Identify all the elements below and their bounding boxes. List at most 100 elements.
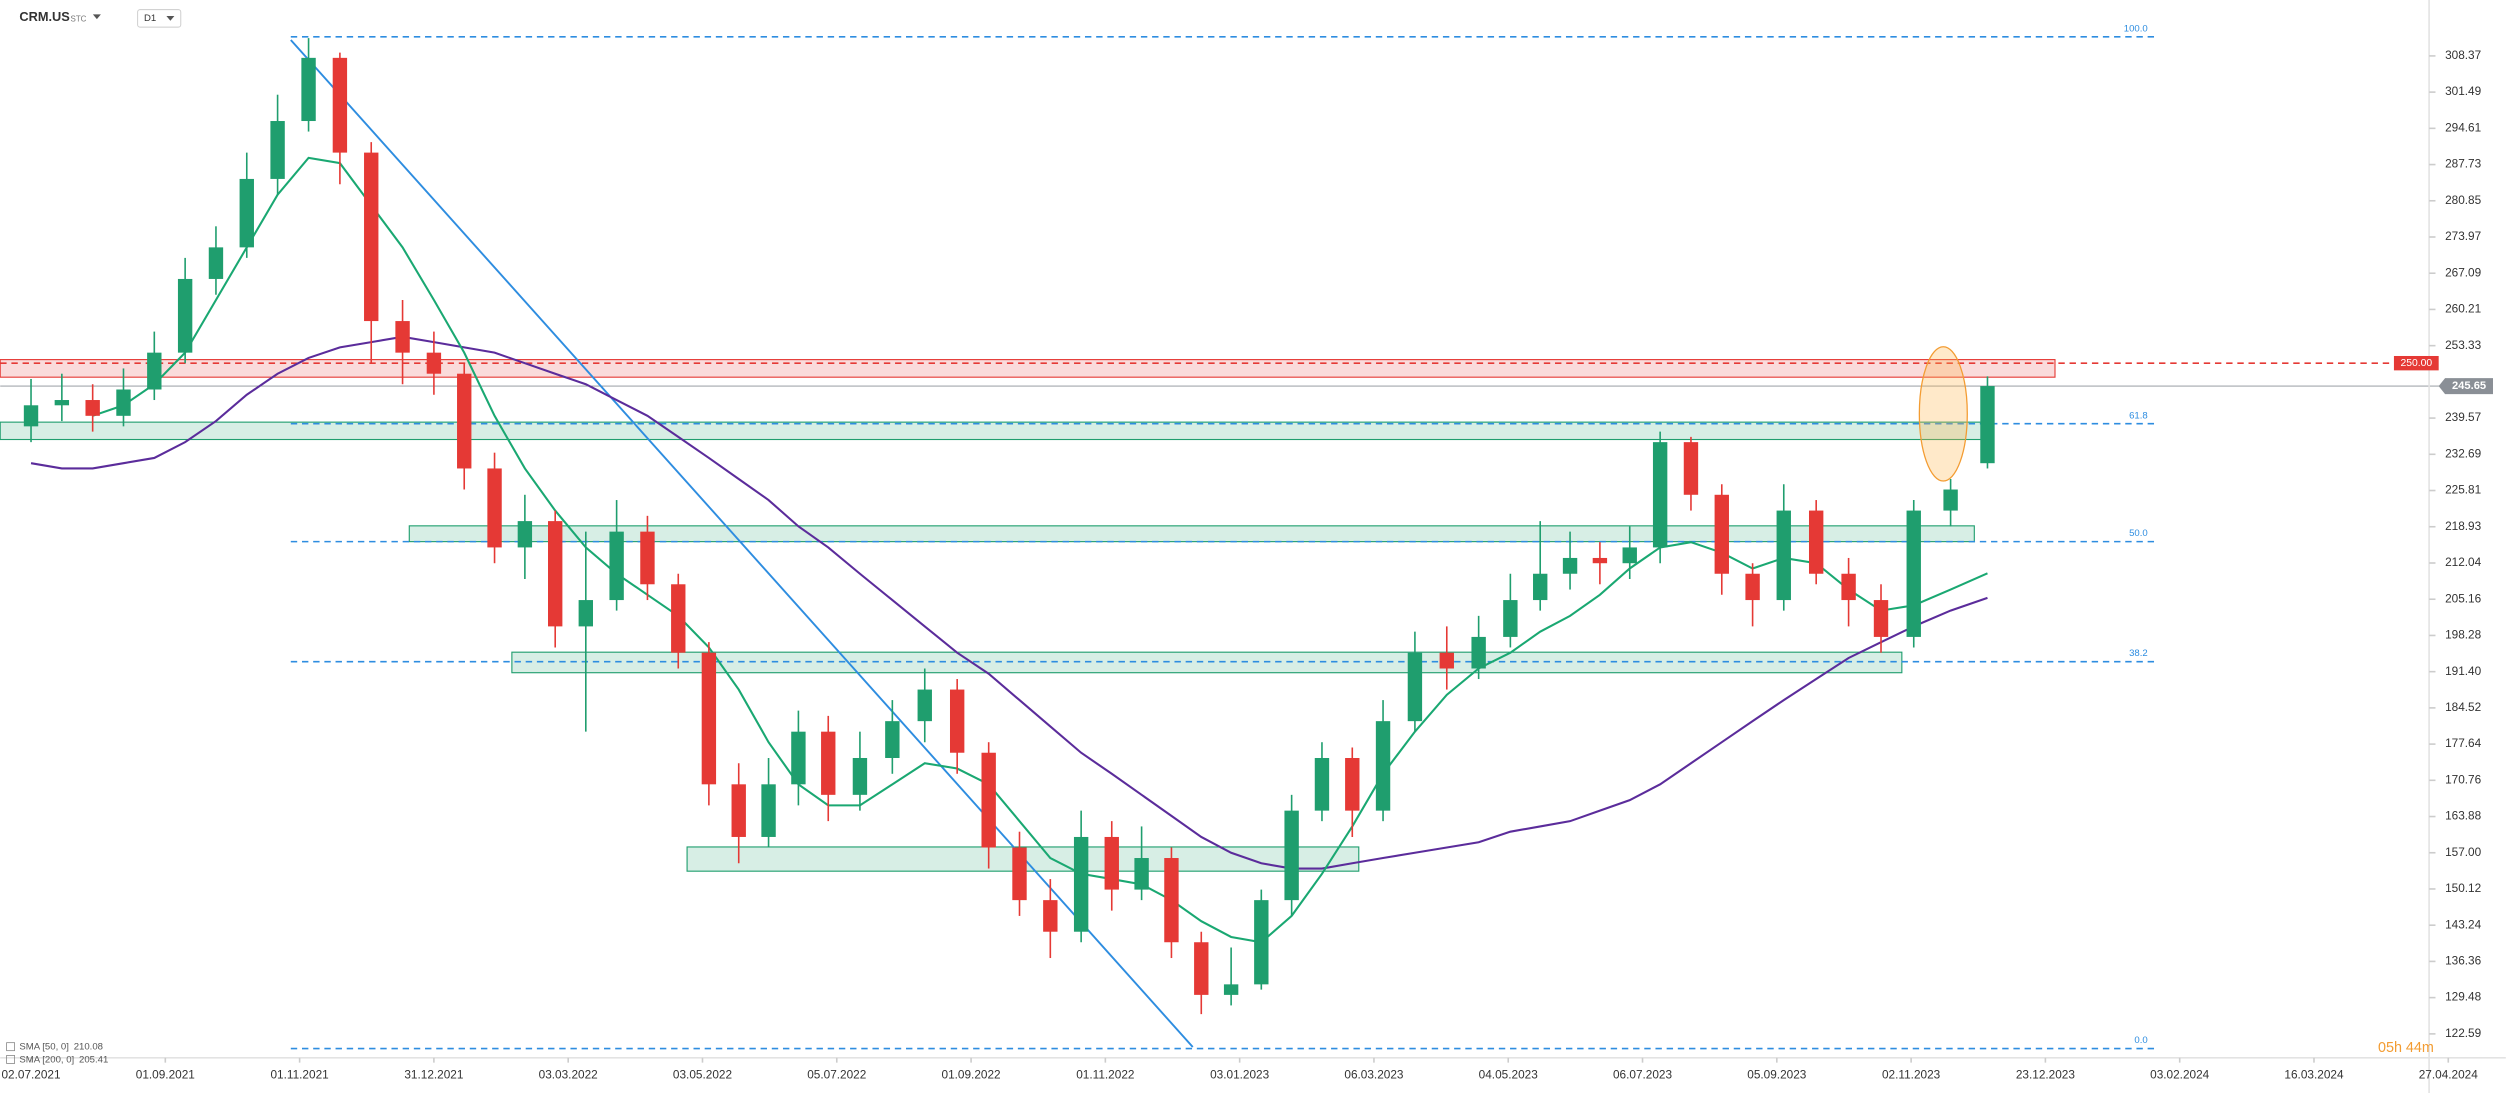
candle-body — [1533, 573, 1548, 601]
candle-body — [54, 400, 70, 406]
dropdown-arrow[interactable] — [166, 15, 175, 21]
candle-body — [981, 752, 996, 848]
x-tick-label: 31.12.2021 — [404, 1068, 463, 1082]
candle-body — [1345, 757, 1360, 811]
candle-body — [701, 652, 717, 785]
y-tick-label: 136.36 — [2445, 954, 2482, 968]
x-tick-label: 03.02.2024 — [2150, 1068, 2210, 1082]
candle-body — [609, 531, 624, 601]
candle-body — [1980, 386, 1995, 464]
x-tick-label: 23.12.2023 — [2016, 1068, 2076, 1082]
candle-body — [821, 731, 836, 795]
candle-body — [85, 400, 100, 416]
candle-body — [147, 352, 162, 390]
candle-body — [1808, 510, 1824, 574]
timeframe-box[interactable] — [137, 9, 182, 28]
fib-label: 50.0 — [2129, 528, 2148, 539]
y-tick-label: 232.69 — [2445, 446, 2482, 460]
x-tick-label: 27.04.2024 — [2419, 1068, 2479, 1082]
x-tick-label: 05.09.2023 — [1747, 1068, 1807, 1082]
candle-body — [578, 600, 593, 627]
sma-line — [30, 335, 1988, 870]
timeframe[interactable]: D1 — [144, 13, 156, 24]
candle-body — [1254, 900, 1269, 985]
candle-body — [177, 278, 193, 353]
y-tick-label: 260.21 — [2445, 302, 2481, 316]
x-tick-label: 04.05.2023 — [1479, 1068, 1539, 1082]
y-tick-label: 129.48 — [2445, 990, 2482, 1004]
y-tick-label: 225.81 — [2445, 483, 2481, 497]
y-tick-label: 198.28 — [2445, 628, 2482, 642]
x-tick-label: 02.11.2023 — [1882, 1068, 1941, 1082]
symbol-type: STC — [71, 14, 87, 23]
y-tick-label: 143.24 — [2445, 917, 2482, 931]
fib-label: 61.8 — [2129, 410, 2148, 421]
last-price-label: 245.65 — [2452, 380, 2486, 392]
x-tick-label: 01.11.2021 — [270, 1068, 328, 1082]
candle-body — [1375, 721, 1391, 811]
candle-body — [852, 757, 868, 795]
y-tick-label: 287.73 — [2445, 157, 2482, 171]
candle-body — [208, 247, 224, 279]
x-tick-label: 06.03.2023 — [1344, 1068, 1404, 1082]
candle-body — [426, 352, 442, 374]
x-tick-label: 01.09.2022 — [942, 1068, 1001, 1082]
fib-label: 0.0 — [2134, 1035, 2147, 1046]
y-tick-label: 205.16 — [2445, 591, 2482, 605]
y-tick-label: 191.40 — [2445, 664, 2482, 678]
legend-icon — [6, 1042, 15, 1052]
x-tick-label: 01.11.2022 — [1076, 1068, 1134, 1082]
candle-body — [1439, 652, 1454, 669]
highlight-ellipse — [1918, 346, 1968, 482]
candle-body — [1906, 510, 1921, 637]
x-tick-label: 01.09.2021 — [136, 1068, 195, 1082]
y-tick-label: 170.76 — [2445, 772, 2482, 786]
zone — [0, 421, 1994, 441]
candle-body — [1841, 573, 1856, 601]
candle-body — [395, 321, 410, 353]
candle-body — [239, 178, 254, 248]
candle-body — [1134, 858, 1149, 890]
fib-label: 100.0 — [2124, 23, 2148, 34]
candle-body — [949, 689, 965, 753]
candle-body — [270, 121, 285, 179]
symbol[interactable]: CRM.US — [19, 9, 70, 24]
y-tick-label: 184.52 — [2445, 700, 2481, 714]
fib-label: 38.2 — [2129, 648, 2148, 659]
candle-body — [791, 731, 806, 785]
candle-body — [457, 373, 472, 469]
candle-body — [517, 521, 533, 548]
level-tag-label: 250.00 — [2400, 358, 2432, 369]
legend-value: 205.41 — [79, 1054, 108, 1065]
x-tick-label: 06.07.2023 — [1613, 1068, 1673, 1082]
candle-body — [364, 152, 379, 322]
y-tick-label: 177.64 — [2445, 736, 2482, 750]
x-tick-label: 03.01.2023 — [1210, 1068, 1270, 1082]
candle-body — [671, 584, 686, 653]
candle-body — [1284, 810, 1299, 901]
candle-body — [1043, 900, 1058, 932]
candle-body — [23, 405, 39, 427]
dropdown-arrow[interactable] — [92, 14, 101, 20]
last-price-tag — [2438, 378, 2494, 395]
candle-body — [1622, 547, 1637, 564]
candle-body — [487, 468, 502, 548]
candle-body — [332, 57, 348, 153]
candle-body — [1776, 510, 1791, 601]
candle-body — [1012, 847, 1027, 901]
legend-name: SMA [200, 0] — [19, 1054, 74, 1065]
y-tick-label: 294.61 — [2445, 120, 2481, 134]
x-tick-label: 03.05.2022 — [673, 1068, 732, 1082]
candle-body — [1407, 652, 1423, 722]
y-tick-label: 122.59 — [2445, 1026, 2482, 1040]
candle-body — [1314, 757, 1330, 811]
legend-value: 210.08 — [74, 1041, 103, 1052]
legend-name: SMA [50, 0] — [19, 1041, 69, 1052]
y-tick-label: 267.09 — [2445, 265, 2482, 279]
countdown: 05h 44m — [2378, 1040, 2434, 1056]
candle-body — [885, 721, 900, 758]
candle-body — [1683, 442, 1699, 495]
y-tick-label: 308.37 — [2445, 48, 2481, 62]
legend-icon — [6, 1055, 15, 1064]
